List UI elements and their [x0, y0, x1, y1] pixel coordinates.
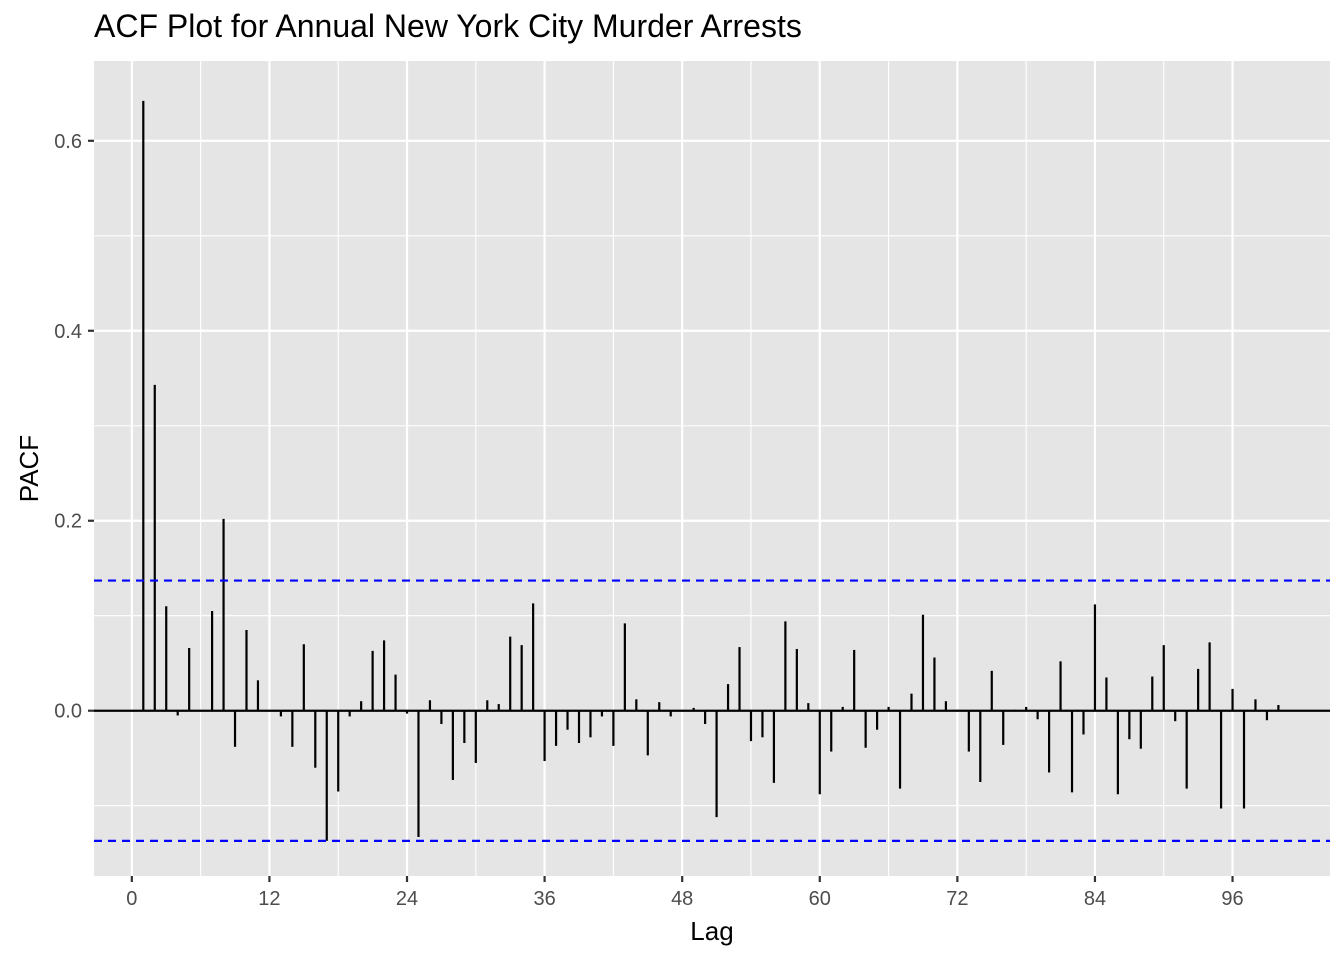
x-tick-label: 36 — [533, 888, 555, 910]
pacf-bars — [142, 100, 1280, 841]
y-tick-label: 0.0 — [54, 701, 82, 723]
y-axis-title: PACF — [14, 435, 44, 502]
x-axis-title: Lag — [690, 916, 733, 946]
y-tick-label: 0.4 — [54, 321, 82, 343]
y-tick-label: 0.6 — [54, 131, 82, 153]
y-axis-ticks: 0.0 0.2 0.4 0.6 — [54, 131, 94, 723]
x-tick-label: 48 — [671, 888, 693, 910]
x-tick-label: 60 — [809, 888, 831, 910]
grid-minor — [94, 61, 1330, 876]
plot-panel — [94, 61, 1330, 876]
x-tick-label: 96 — [1221, 888, 1243, 910]
x-tick-label: 84 — [1084, 888, 1106, 910]
x-tick-label: 72 — [946, 888, 968, 910]
y-tick-label: 0.2 — [54, 511, 82, 533]
x-axis-ticks: 0 12 24 36 48 60 72 84 96 — [126, 876, 1244, 910]
x-tick-label: 0 — [126, 888, 137, 910]
chart-title: ACF Plot for Annual New York City Murder… — [94, 8, 802, 44]
x-tick-label: 12 — [258, 888, 280, 910]
x-tick-label: 24 — [396, 888, 418, 910]
